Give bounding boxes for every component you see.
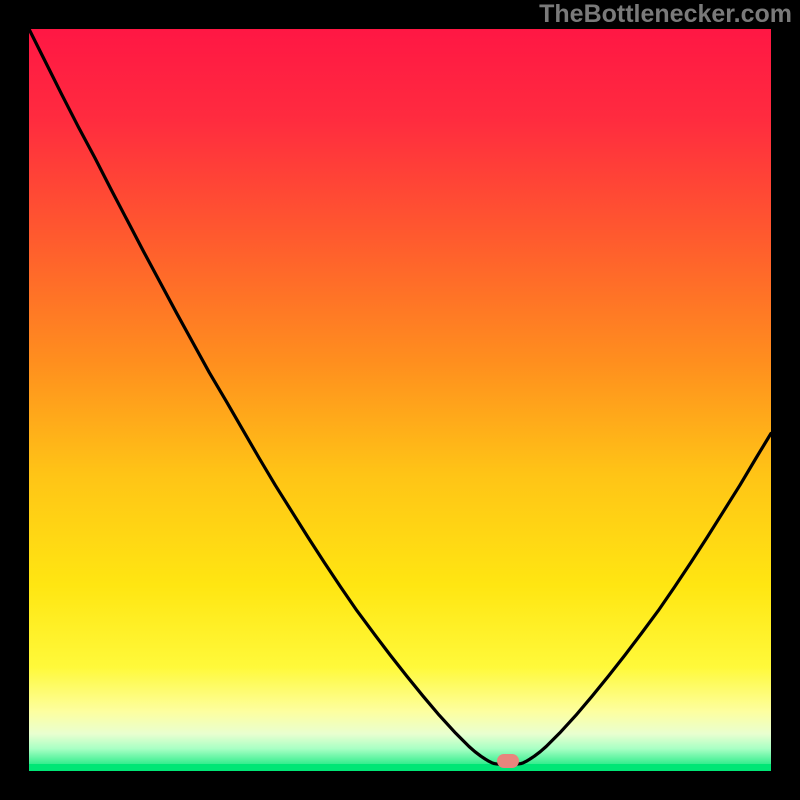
chart-frame [29, 29, 771, 771]
minimum-marker [497, 754, 519, 768]
curve-path [29, 29, 771, 765]
stage: TheBottlenecker.com [0, 0, 800, 800]
watermark-text: TheBottlenecker.com [539, 0, 792, 29]
bottleneck-curve [29, 29, 771, 771]
